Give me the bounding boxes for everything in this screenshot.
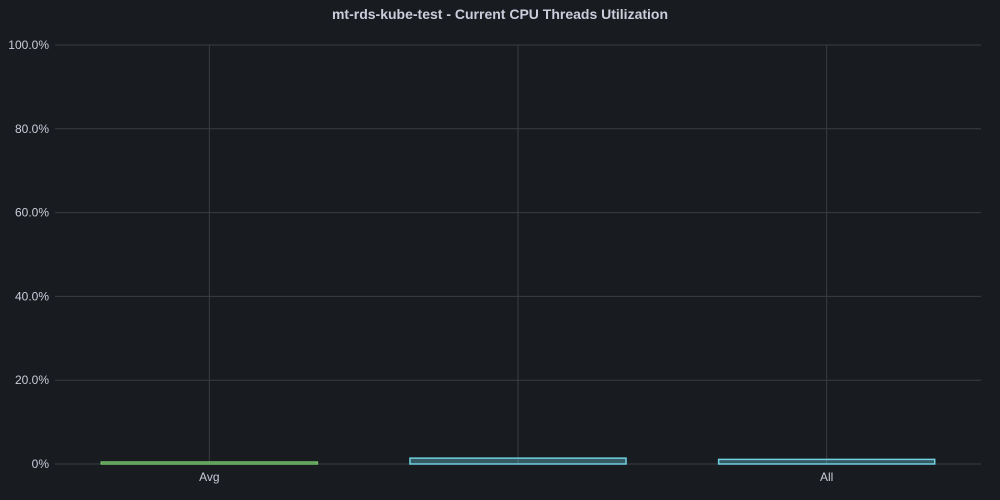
- y-tick-label: 60.0%: [15, 206, 49, 220]
- y-tick-label: 40.0%: [15, 289, 49, 303]
- y-tick-label: 100.0%: [8, 38, 49, 52]
- y-tick-label: 0%: [32, 457, 50, 471]
- x-tick-label: Avg: [199, 470, 219, 484]
- bar: [717, 458, 936, 465]
- bar: [100, 461, 319, 465]
- y-tick-label: 80.0%: [15, 122, 49, 136]
- y-tick-label: 20.0%: [15, 373, 49, 387]
- chart-title: mt-rds-kube-test - Current CPU Threads U…: [331, 6, 669, 22]
- bar: [409, 457, 627, 465]
- x-tick-label: All: [820, 470, 833, 484]
